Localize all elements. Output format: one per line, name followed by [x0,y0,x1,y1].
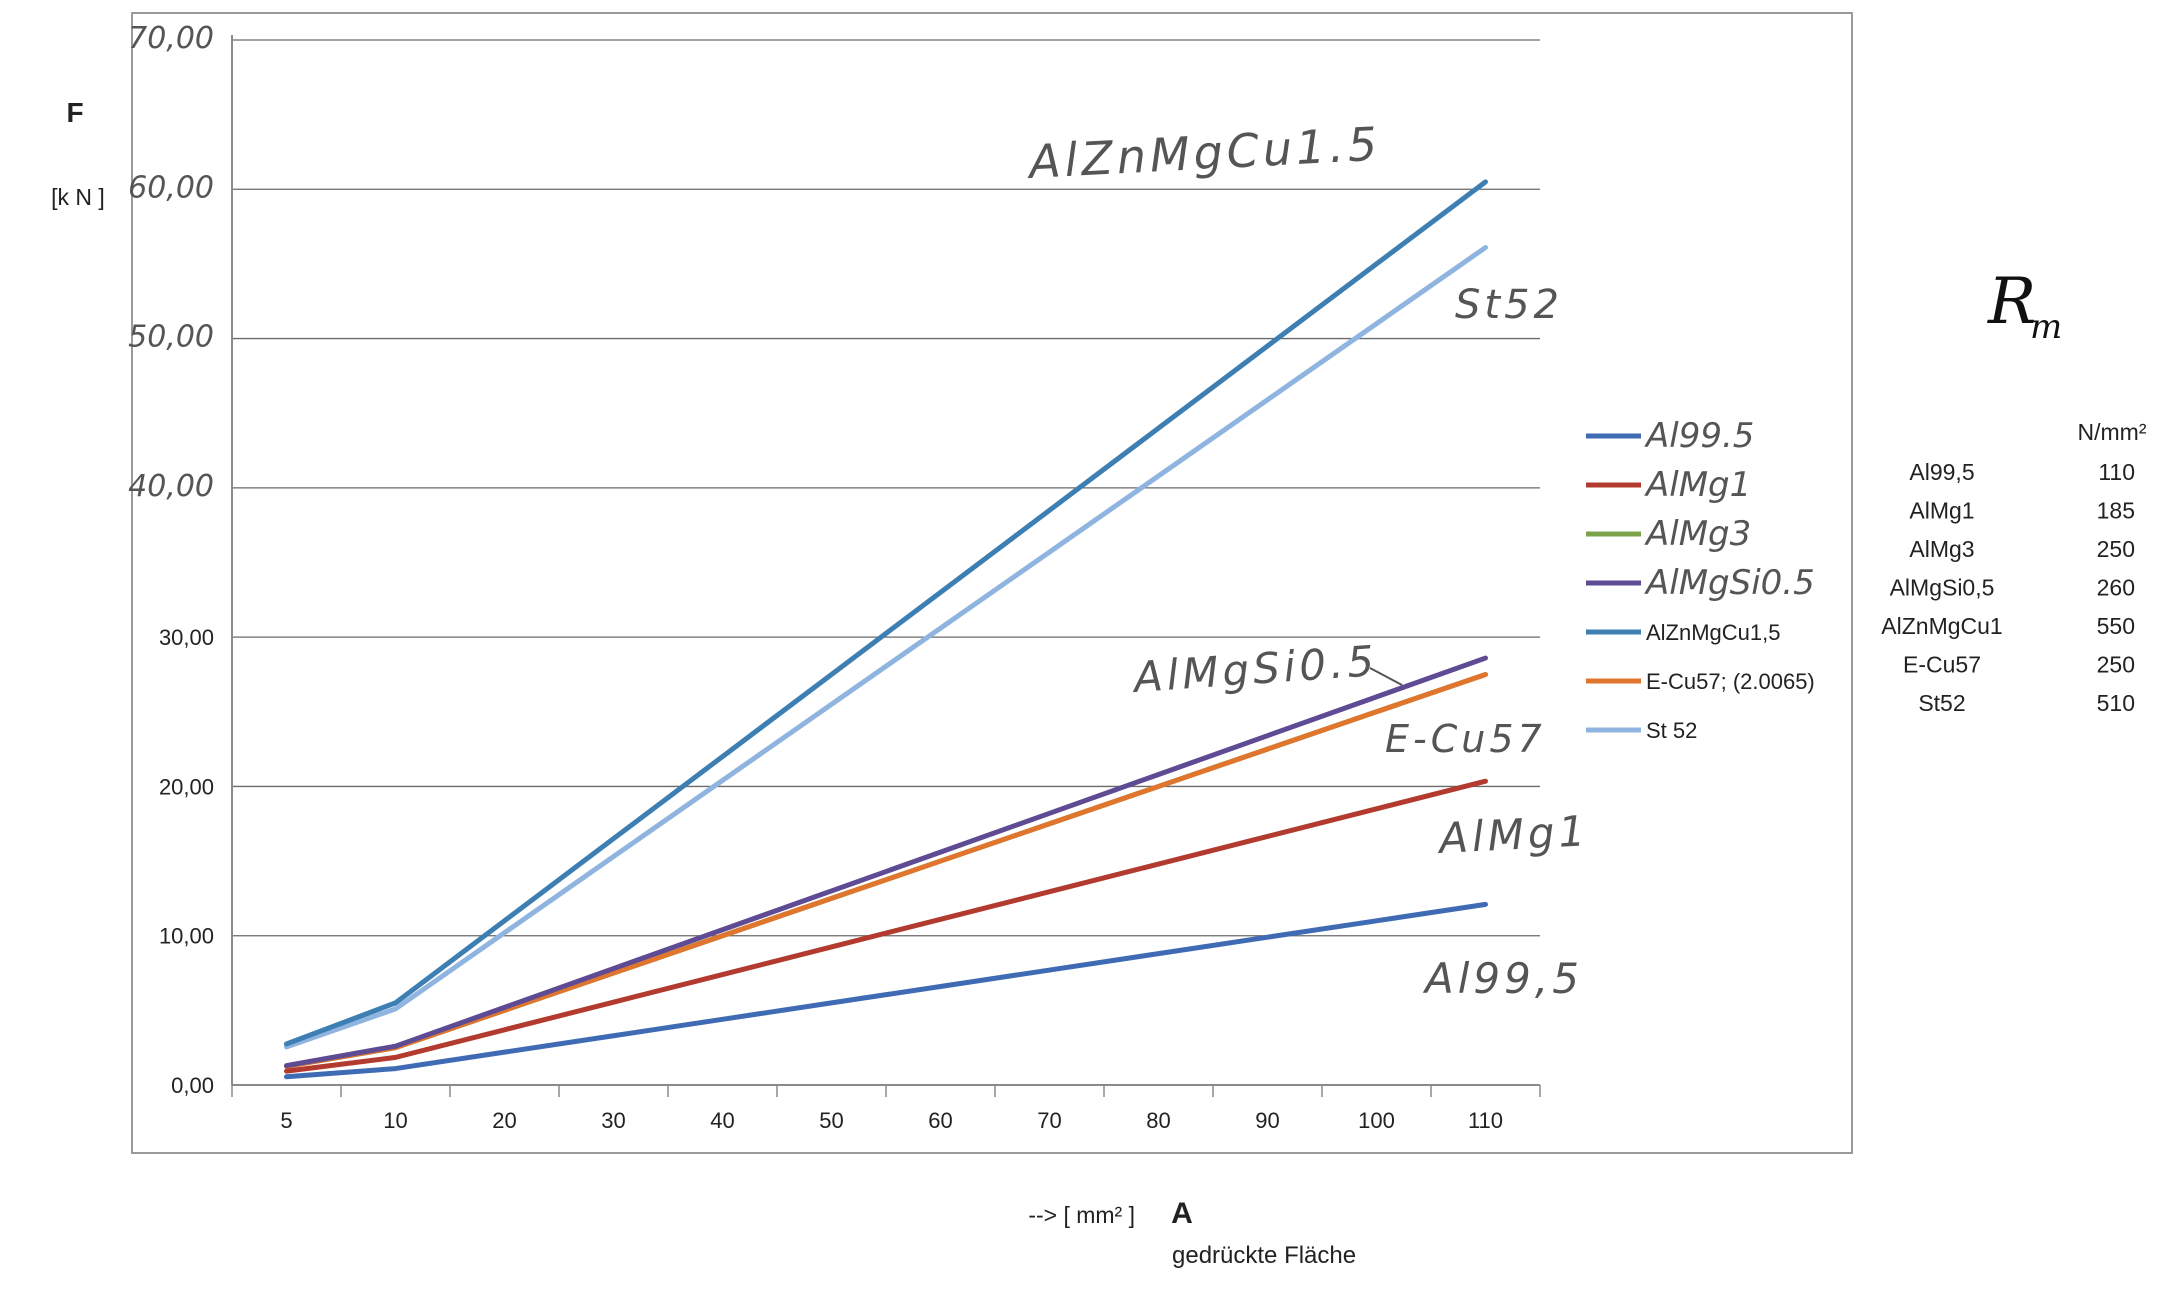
x-tick-label: 60 [928,1108,952,1133]
rm-material: St52 [1918,690,1965,716]
x-axis-prefix: --> [ mm² ] [1028,1202,1135,1228]
rm-value: 260 [2097,575,2135,601]
x-tick-label: 40 [710,1108,734,1133]
series-line [284,655,1488,1069]
gridlines [231,35,1541,1097]
y-tick-label: 40,00 [128,469,214,504]
rm-symbol: R [1987,265,2036,339]
y-tick-label: 0,00 [171,1073,214,1098]
x-tick-label: 20 [492,1108,516,1133]
rm-material: AlMg3 [1909,536,1974,562]
line-annotation: AlZnMgCu1.5 [1025,117,1383,190]
line-annotation: Al99,5 [1422,954,1583,1003]
legend-label: Al99.5 [1644,416,1754,456]
legend-label: AlZnMgCu1,5 [1646,620,1781,645]
legend-label: AlMgSi0.5 [1644,563,1815,603]
legend-label: E-Cu57; (2.0065) [1646,669,1815,694]
x-tick-label: 5 [280,1108,292,1133]
x-axis-subtitle: gedrückte Fläche [1172,1242,1356,1269]
x-tick-label: 50 [819,1108,843,1133]
x-axis-title: A [1171,1197,1193,1230]
rm-material: AlMg1 [1909,498,1974,524]
x-tick-label: 10 [383,1108,407,1133]
line-annotations: AlZnMgCu1.5 St52 AlMgSi0.5E-Cu57 AlMg1 Al99,… [1025,117,1591,1003]
rm-value: 250 [2097,536,2135,562]
x-tick-label: 110 [1468,1108,1503,1133]
rm-material: AlZnMgCu1 [1881,613,2002,639]
legend-label: AlMg1 [1644,465,1751,505]
line-annotation: AlMgSi0.5 [1129,636,1379,702]
series-line [284,245,1488,1050]
y-tick-label: 30,00 [159,625,214,650]
x-tick-label: 30 [601,1108,625,1133]
rm-value: 110 [2098,459,2135,485]
series-line [284,671,1488,1069]
y-tick-label: 70,00 [128,21,214,56]
line-annotation: E-Cu57 [1385,717,1546,761]
y-tick-label: 20,00 [159,774,214,799]
rm-value: 550 [2097,613,2135,639]
y-tick-label: 50,00 [128,320,214,355]
x-tick-label: 80 [1146,1108,1170,1133]
y-axis-title: F [66,97,83,128]
annotation-pointer [1369,667,1403,686]
series-line [284,901,1488,1080]
rm-value: 510 [2097,690,2135,716]
legend: Al99.5 AlMg1 AlMg3 AlMgSi0.5 AlZnMgCu1,5 E-Cu… [1586,416,1815,743]
series-lines [284,179,1488,1080]
rm-material: AlMgSi0,5 [1890,575,1995,601]
line-annotation: St52 [1455,282,1563,328]
chart-frame [131,12,1853,1154]
line-annotation: AlMg1 [1435,806,1590,863]
y-tick-label: 60,00 [128,170,214,205]
rm-unit: N/mm² [2078,419,2147,445]
rm-symbol-subscript: m [2030,307,2062,347]
rm-material: E-Cu57 [1903,652,1981,678]
series-line [284,179,1488,1047]
x-tick-label: 90 [1255,1108,1279,1133]
rm-value: 185 [2097,498,2135,524]
y-axis-unit: [k N ] [51,184,105,210]
y-tick-label: 10,00 [159,924,214,949]
y-tick-labels: 0,00 10,00 20,00 30,00 40,00 50,00 60,00 70,00 [128,21,214,1098]
legend-label: St 52 [1646,718,1697,743]
x-tick-label: 70 [1037,1108,1061,1133]
rm-value: 250 [2097,652,2135,678]
rm-table: Al99,5 110 AlMg1 185 AlMg3 250 AlMgSi0,5 260 AlZ… [1881,459,2135,716]
legend-label: AlMg3 [1644,514,1751,554]
series-line [284,778,1488,1074]
x-tick-label: 100 [1358,1108,1395,1133]
x-tick-labels: 5 10 20 30 40 50 60 70 80 90 100 110 [280,1108,1503,1133]
rm-material: Al99,5 [1909,459,1974,485]
